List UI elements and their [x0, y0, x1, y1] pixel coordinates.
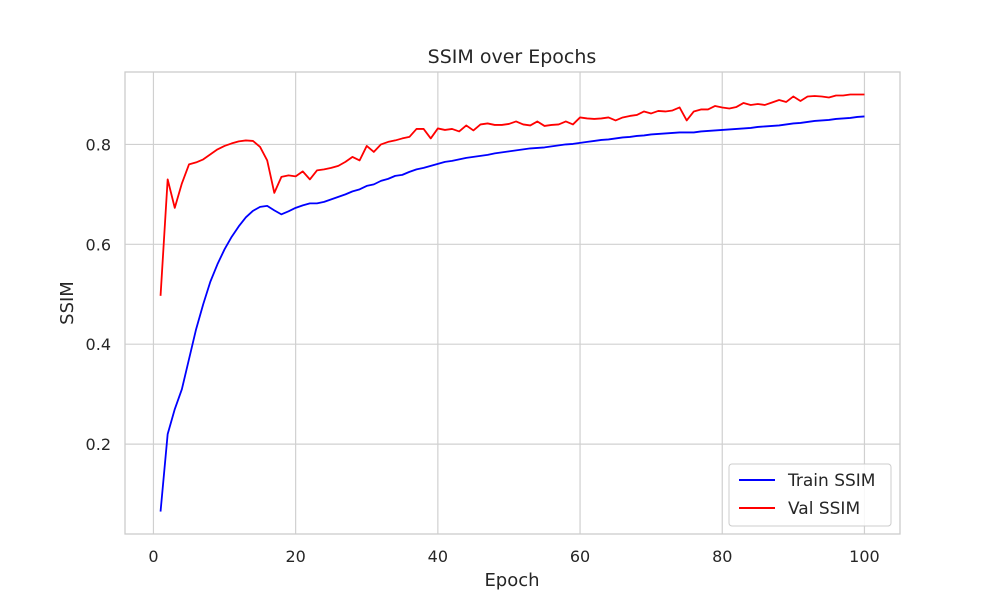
x-tick-label: 0 — [148, 547, 158, 566]
grid — [125, 72, 900, 534]
y-tick-label: 0.4 — [86, 335, 111, 354]
series-line-train-ssim — [159, 115, 865, 512]
legend: Train SSIM Val SSIM — [728, 463, 892, 527]
y-tick-labels: 0.2 0.4 0.6 0.8 — [86, 135, 111, 454]
x-tick-label: 60 — [570, 547, 590, 566]
x-tick-label: 80 — [712, 547, 732, 566]
legend-label-train-ssim: Train SSIM — [787, 471, 875, 491]
x-tick-label: 20 — [285, 547, 305, 566]
x-axis-title: Epoch — [484, 570, 539, 591]
chart-title: SSIM over Epochs — [428, 46, 597, 68]
series-line-val-ssim — [159, 93, 865, 296]
x-tick-label: 40 — [428, 547, 448, 566]
legend-label-val-ssim: Val SSIM — [788, 499, 860, 519]
y-axis-title: SSIM — [57, 281, 78, 325]
plot-area-frame — [124, 71, 901, 535]
x-tick-labels: 0 20 40 60 80 100 — [148, 547, 879, 566]
series-lines — [159, 93, 865, 512]
x-tick-label: 100 — [849, 547, 880, 566]
y-tick-label: 0.8 — [86, 135, 111, 154]
y-tick-label: 0.2 — [86, 435, 111, 454]
y-tick-label: 0.6 — [86, 235, 111, 254]
